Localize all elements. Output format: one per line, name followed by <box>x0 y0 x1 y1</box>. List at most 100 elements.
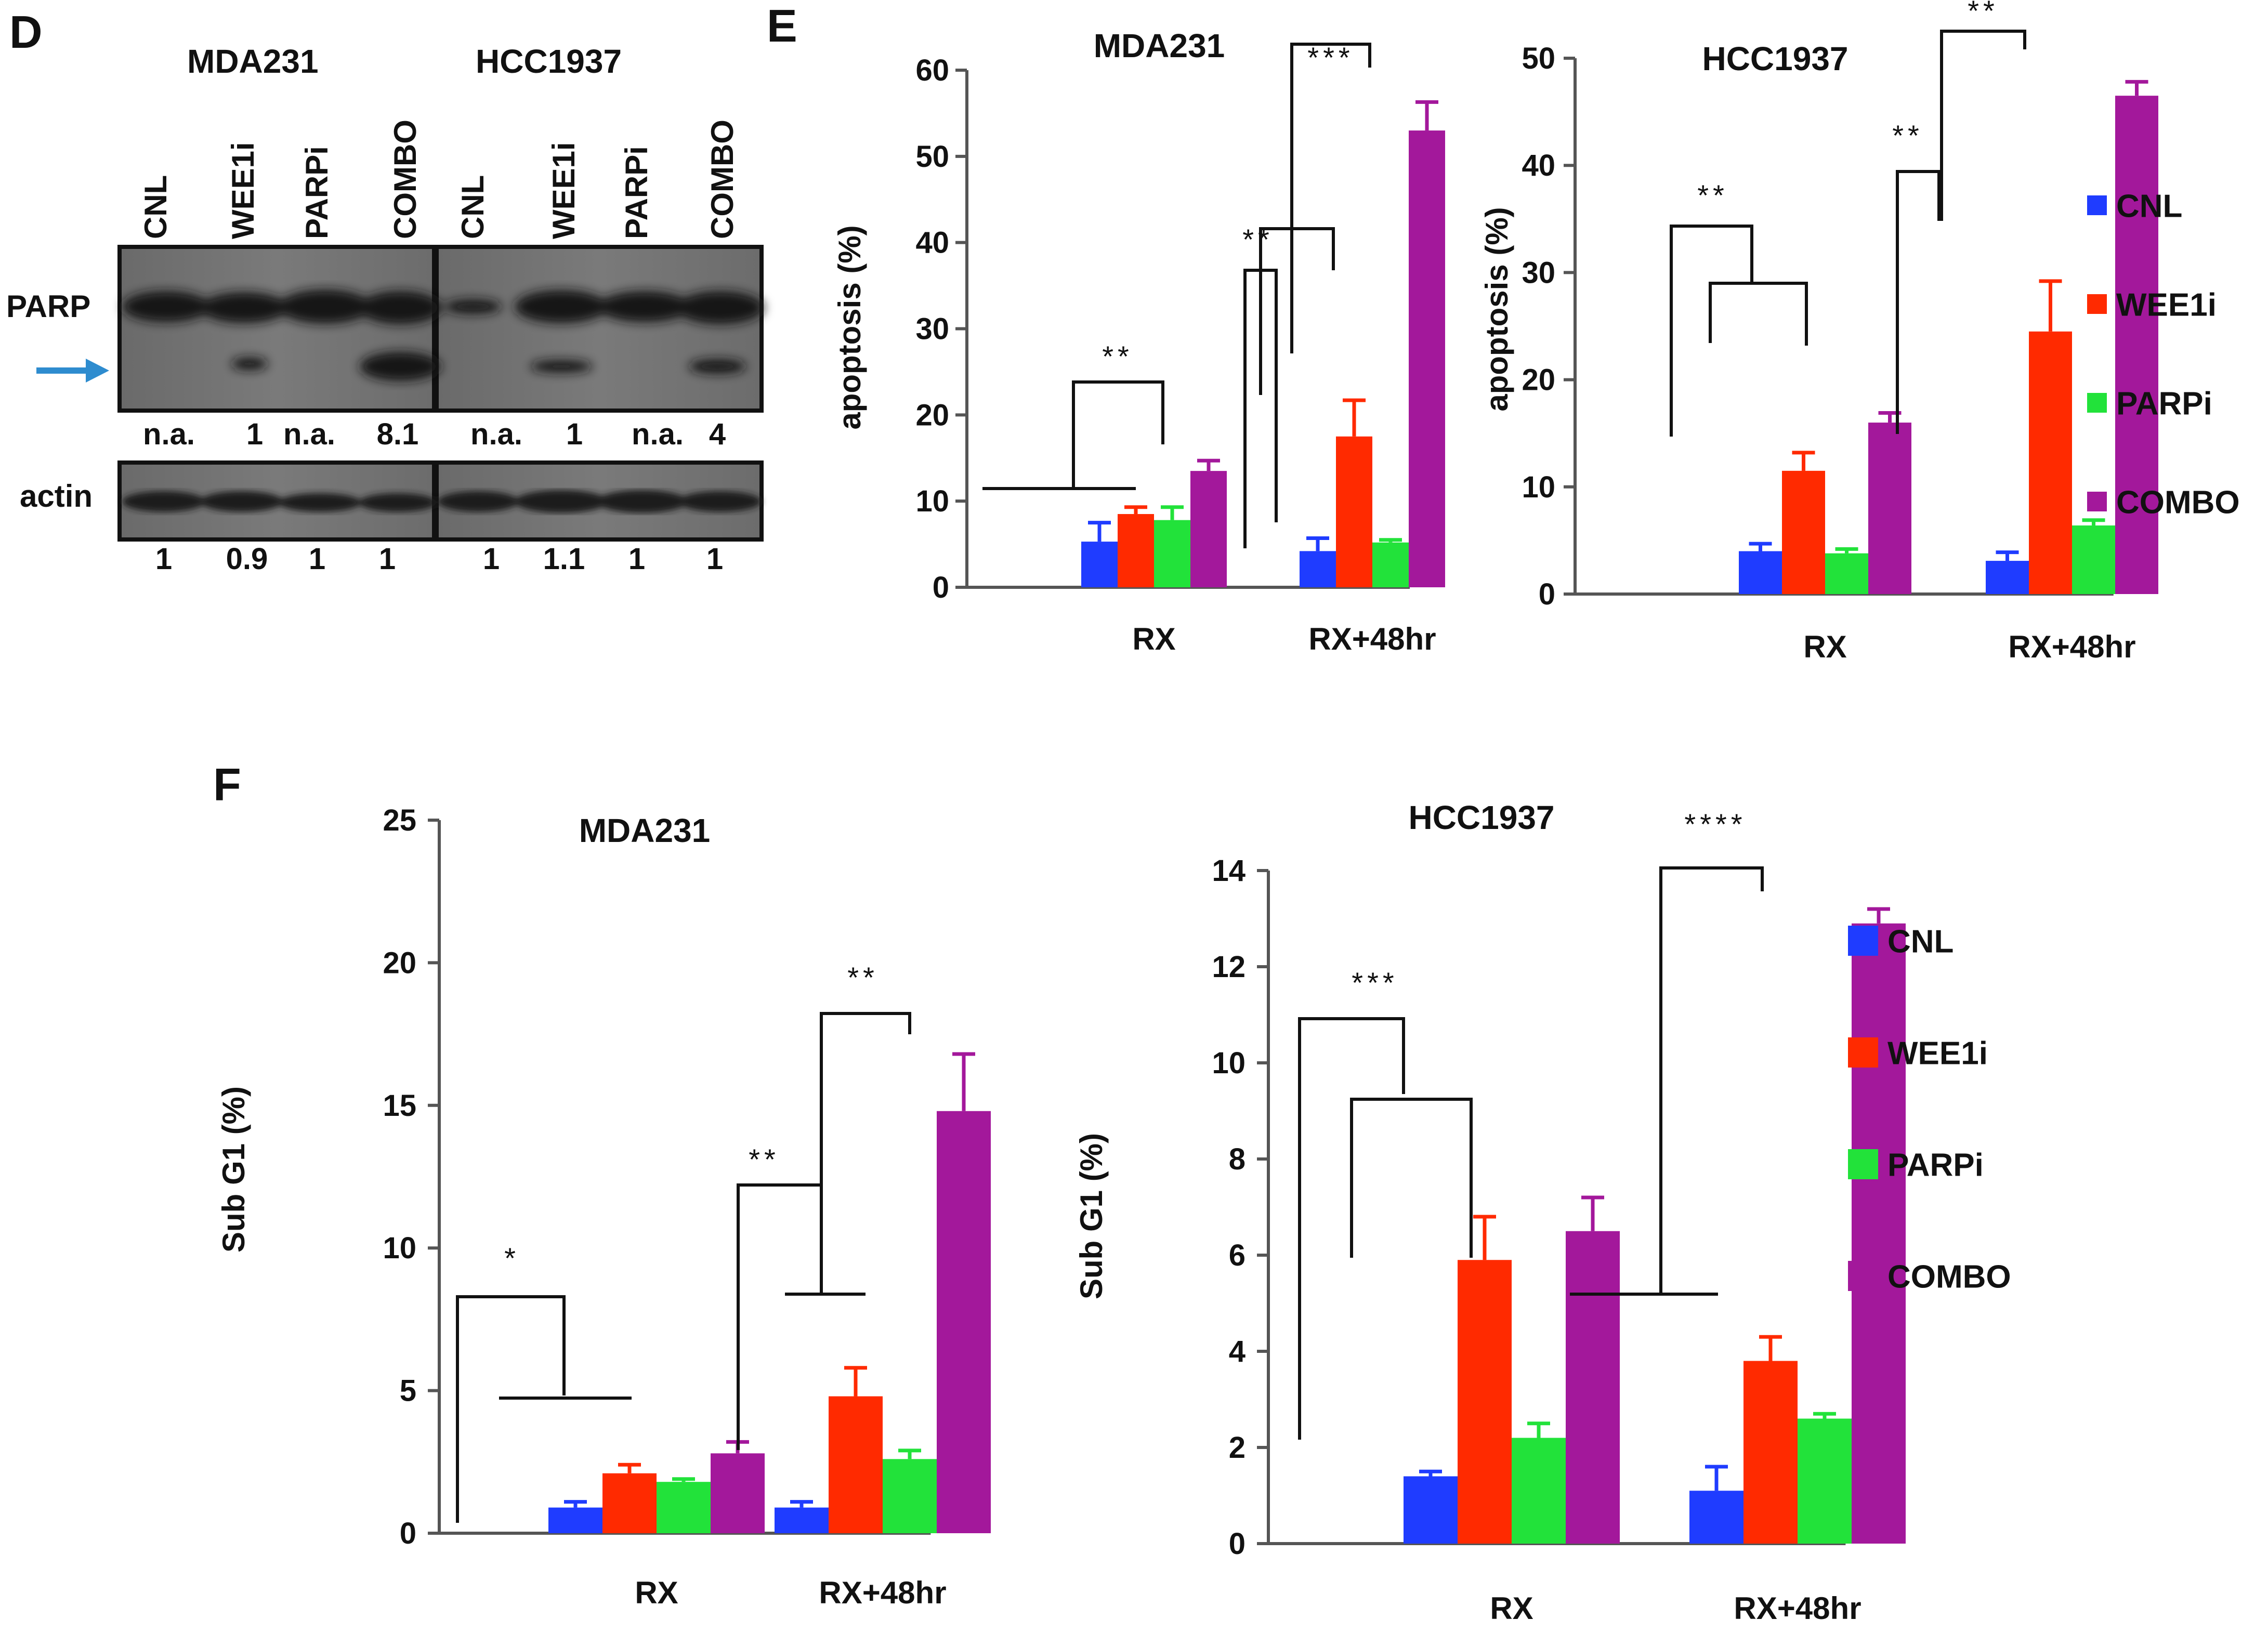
significance-stars: ** <box>1968 0 1999 27</box>
y-tick-label: 5 <box>400 1374 416 1408</box>
quant-value: 0.9 <box>226 542 268 576</box>
y-tick-label: 25 <box>383 804 416 837</box>
bar-cnl <box>1689 1491 1743 1544</box>
chart-title: HCC1937 <box>1408 799 1554 836</box>
y-tick-label: 30 <box>915 312 949 346</box>
bar-cnl <box>1986 561 2029 594</box>
y-tick-label: 60 <box>915 54 949 87</box>
legend-label: COMBO <box>1887 1259 2011 1295</box>
bar-combo <box>1868 423 1911 594</box>
legend-swatch-cnl <box>1848 926 1878 956</box>
panel-d-letter: D <box>9 6 43 58</box>
y-tick-label: 10 <box>1522 470 1555 504</box>
chart-title: MDA231 <box>1094 27 1225 64</box>
significance-bracket <box>1659 866 1764 1294</box>
category-label: RX <box>1803 629 1846 664</box>
significance-bracket <box>456 1295 566 1523</box>
y-tick-label: 10 <box>915 484 949 518</box>
significance-bracket <box>1709 282 1808 346</box>
panel-e-letter: E <box>767 0 797 51</box>
significance-bracket <box>1259 227 1335 395</box>
y-tick-label: 0 <box>1539 577 1555 611</box>
quant-value: 1 <box>483 542 500 576</box>
legend-label: CNL <box>1887 924 1954 959</box>
quant-value: n.a. <box>283 417 335 451</box>
significance-bracket <box>1896 170 1941 434</box>
legend-label: WEE1i <box>2116 287 2217 323</box>
legend-label: PARPi <box>2116 386 2212 422</box>
parp-row-label: PARP <box>6 289 90 324</box>
y-axis-title: Sub G1 (%) <box>216 1086 251 1253</box>
y-axis-title: Sub G1 (%) <box>1074 1133 1109 1299</box>
bar-parpi <box>657 1482 711 1533</box>
y-tick-label: 20 <box>383 946 416 980</box>
quant-value: 1 <box>379 542 396 576</box>
legend-f: CNL WEE1i PARPi COMBO <box>1848 924 2011 1295</box>
chart-title: MDA231 <box>579 812 711 849</box>
bar-cnl <box>775 1507 829 1533</box>
significance-bracket <box>1290 43 1371 353</box>
legend-label: WEE1i <box>1887 1035 1988 1071</box>
legend-swatch-combo <box>1848 1261 1878 1291</box>
quant-value: 1 <box>566 417 583 451</box>
category-label: RX <box>1132 622 1175 656</box>
panel-d: D MDA231 HCC1937 CNL WEE1i PARPi COMBO C… <box>6 6 764 576</box>
y-tick-label: 0 <box>1229 1527 1246 1561</box>
bar-cnl <box>1404 1476 1458 1544</box>
lane-label: WEE1i <box>546 142 581 239</box>
y-tick-label: 6 <box>1229 1239 1246 1272</box>
y-tick-label: 30 <box>1522 256 1555 289</box>
chart-f-hcc1937: HCC1937 0 2 4 6 8 10 12 14 Sub G1 (%) RX RX+48hr ***… <box>1074 799 1906 1626</box>
significance-stars: *** <box>1352 966 1398 999</box>
lane-labels: CNL WEE1i PARPi COMBO CNL WEE1i PARPi CO… <box>138 120 740 239</box>
parp-blot-image <box>117 245 764 413</box>
y-tick-label: 2 <box>1229 1431 1246 1465</box>
quant-value: 1 <box>155 542 172 576</box>
y-tick-label: 50 <box>915 140 949 174</box>
category-label: RX+48hr <box>2008 629 2135 664</box>
quant-value: n.a. <box>143 417 195 451</box>
bar-parpi <box>1798 1418 1852 1544</box>
lane-label: WEE1i <box>226 142 260 239</box>
significance-bracket <box>1072 380 1164 489</box>
actin-row-label: actin <box>20 479 93 513</box>
y-tick-label: 8 <box>1229 1142 1246 1176</box>
legend-label: CNL <box>2116 188 2182 224</box>
bar-wee1i <box>2029 331 2072 594</box>
lane-label: CNL <box>138 175 173 239</box>
legend-swatch-cnl <box>2087 195 2107 215</box>
legend-swatch-parpi <box>1848 1149 1878 1179</box>
legend-label: COMBO <box>2116 484 2240 520</box>
y-tick-label: 0 <box>933 571 949 604</box>
legend-label: PARPi <box>1887 1147 1984 1183</box>
bar-wee1i <box>829 1396 883 1533</box>
lane-label: PARPi <box>299 146 334 239</box>
actin-quant-row: 1 0.9 1 1 1 1.1 1 1 <box>155 542 723 576</box>
bar-cnl <box>1739 551 1782 594</box>
lane-label: COMBO <box>705 120 740 239</box>
quant-value: 4 <box>709 417 726 451</box>
arrow-icon <box>36 359 109 383</box>
bar-parpi <box>1154 520 1190 587</box>
bar-cnl <box>1300 551 1336 587</box>
bar-cnl <box>548 1507 602 1533</box>
bar-combo <box>2115 96 2158 595</box>
bar-wee1i <box>1118 514 1154 587</box>
legend-swatch-parpi <box>2087 393 2107 413</box>
y-tick-label: 50 <box>1522 42 1555 75</box>
significance-bracket <box>820 1012 911 1185</box>
blot-title-mda231: MDA231 <box>187 43 319 80</box>
y-tick-label: 40 <box>915 226 949 260</box>
significance-bracket <box>737 1183 823 1450</box>
y-tick-label: 4 <box>1229 1335 1246 1368</box>
legend-swatch-wee1i <box>2087 294 2107 314</box>
lane-label: PARPi <box>619 146 654 239</box>
chart-title: HCC1937 <box>1702 40 1848 77</box>
bar-wee1i <box>1743 1361 1798 1544</box>
bar-parpi <box>883 1459 937 1533</box>
bar-wee1i <box>602 1473 657 1533</box>
bar-wee1i <box>1458 1260 1512 1544</box>
significance-stars: ** <box>749 1143 780 1176</box>
chart-e-hcc1937: HCC1937 0 10 20 30 40 50 apoptosis (%) RX RX+48hr… <box>1479 0 2158 664</box>
